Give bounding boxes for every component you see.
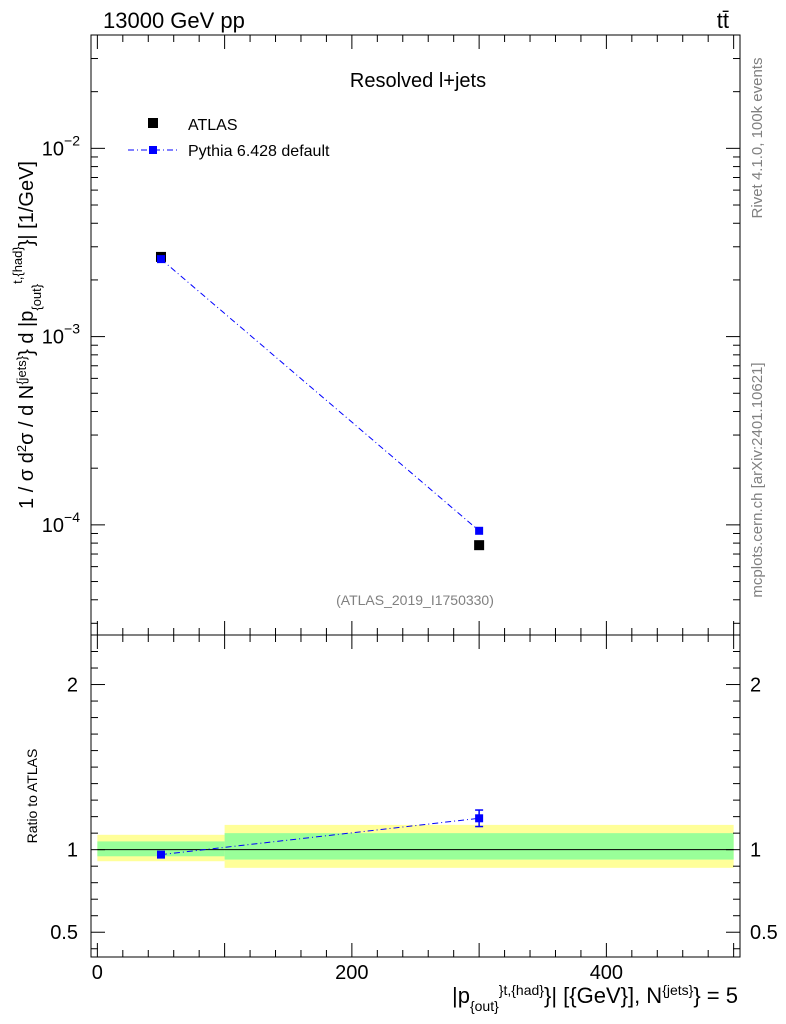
ratio-plot-frame xyxy=(90,634,741,958)
ratio-pythia-line xyxy=(160,817,480,856)
x-axis-label: |p{out}}t,{had}}| [{GeV}], N{jets}} = 5 xyxy=(452,982,738,1014)
header-process-label: tt̄ xyxy=(717,8,729,33)
ratio-pythia-point xyxy=(156,850,165,859)
main-plot-y-axis-label: 1 / σ d2σ / d N{jets}} d |p{out}t,{had}}… xyxy=(10,161,44,509)
ratio-y-tick-label-left: 1 xyxy=(67,840,78,862)
mcplots-source-label: mcplots.cern.ch [arXiv:2401.10621] xyxy=(749,362,766,597)
legend-pythia-label: Pythia 6.428 default xyxy=(188,143,330,160)
ratio-green-band xyxy=(224,833,734,860)
x-tick-label: 200 xyxy=(335,962,368,984)
ratio-plot-tick-labels: 0.5 0.5 1 1 2 2 0 200 400 xyxy=(50,675,778,984)
legend-atlas-label: ATLAS xyxy=(188,117,238,134)
ratio-plot-ticks xyxy=(91,635,740,957)
ratio-y-tick-label-right: 2 xyxy=(750,675,761,697)
ratio-y-tick-label-right: 1 xyxy=(750,840,761,862)
atlas-data-point xyxy=(474,540,485,551)
y-tick-label: 10−4 xyxy=(42,509,80,537)
plot-title: Resolved l+jets xyxy=(350,70,486,92)
ratio-plot-panel: 0.5 0.5 1 1 2 2 0 200 400 xyxy=(50,634,778,984)
main-plot-ticks xyxy=(91,34,740,635)
ratio-plot-data xyxy=(156,809,484,859)
x-tick-label: 400 xyxy=(590,962,623,984)
ratio-pythia-point xyxy=(475,814,484,823)
pythia-data-point xyxy=(156,255,165,264)
ratio-y-tick-label-left: 0.5 xyxy=(50,922,78,944)
legend-pythia-marker xyxy=(149,146,157,154)
pythia-line xyxy=(160,258,480,532)
pythia-data-point xyxy=(475,526,484,535)
y-tick-label: 10−2 xyxy=(42,132,80,160)
x-tick-label: 0 xyxy=(92,962,103,984)
legend-atlas-marker xyxy=(148,118,158,128)
ratio-green-band xyxy=(97,841,225,857)
analysis-watermark: (ATLAS_2019_I1750330) xyxy=(336,592,494,608)
main-plot-y-tick-labels: 10−4 10−3 10−2 xyxy=(42,132,80,537)
ratio-y-tick-label-left: 2 xyxy=(67,675,78,697)
ratio-plot-y-axis-label: Ratio to ATLAS xyxy=(24,749,40,844)
y-tick-label: 10−3 xyxy=(42,321,80,349)
rivet-version-label: Rivet 4.1.0, 100k events xyxy=(749,58,766,219)
ratio-y-tick-label-right: 0.5 xyxy=(750,922,778,944)
header-energy-label: 13000 GeV pp xyxy=(103,8,245,33)
main-plot-data xyxy=(155,251,485,551)
ratio-uncertainty-bands xyxy=(97,824,734,868)
main-plot-panel: 10−4 10−3 10−2 Resolved l+jets ATLAS Pythi… xyxy=(42,34,741,636)
